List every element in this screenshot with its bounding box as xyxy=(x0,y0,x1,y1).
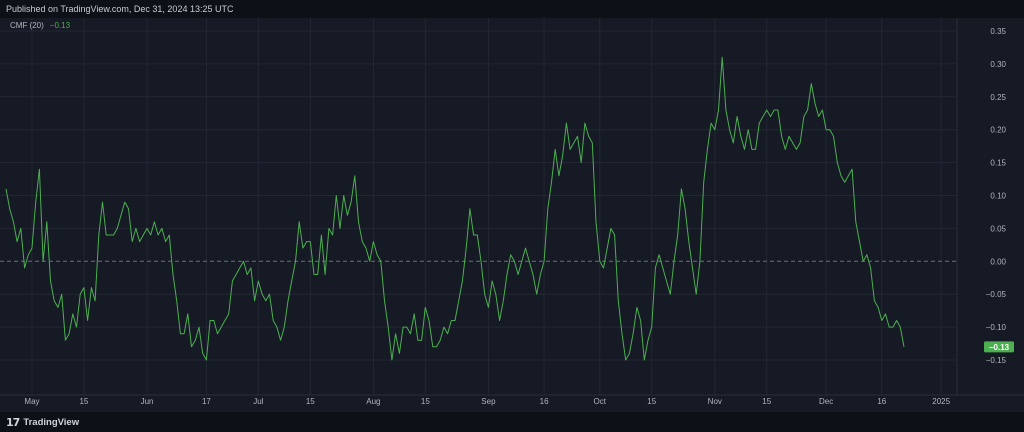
y-tick-label: 0.05 xyxy=(990,224,1006,233)
indicator-legend[interactable]: CMF (20) −0.13 xyxy=(10,21,70,30)
x-tick-label: Dec xyxy=(819,397,833,406)
tradingview-logo[interactable]: 17 TradingView xyxy=(6,415,80,429)
x-tick-label: 15 xyxy=(647,397,656,406)
y-tick-label: 0.10 xyxy=(990,192,1006,201)
x-tick-label: Oct xyxy=(594,397,607,406)
y-tick-label: −0.05 xyxy=(986,290,1007,299)
chart-pane[interactable]: 0.35 0.30 0.25 0.20 0.15 0.10 0.05 0.00 −0.05 −0.… xyxy=(0,18,1024,412)
y-tick-label: 0.25 xyxy=(990,93,1006,102)
x-tick-label: 16 xyxy=(877,397,886,406)
last-value-badge xyxy=(984,341,1014,353)
x-tick-label: 17 xyxy=(202,397,211,406)
x-tick-label: Jul xyxy=(253,397,263,406)
y-tick-label: −0.10 xyxy=(986,323,1007,332)
header-bar: Published on TradingView.com, Dec 31, 20… xyxy=(0,0,1024,18)
y-tick-label: 0.00 xyxy=(990,257,1006,266)
last-value-label: −0.13 xyxy=(989,343,1010,352)
legend-indicator-name: CMF (20) xyxy=(10,21,44,30)
x-tick-label: 15 xyxy=(79,397,88,406)
x-tick-label: Jun xyxy=(141,397,154,406)
y-tick-label: 0.30 xyxy=(990,60,1006,69)
published-text: Published on TradingView.com, Dec 31, 20… xyxy=(6,4,234,14)
x-tick-label: 15 xyxy=(306,397,315,406)
x-tick-label: Aug xyxy=(366,397,380,406)
x-tick-label: 2025 xyxy=(932,397,950,406)
tradingview-logo-icon: 17 xyxy=(6,415,20,429)
x-tick-label: 15 xyxy=(421,397,430,406)
y-tick-label: 0.20 xyxy=(990,126,1006,135)
y-tick-label: 0.15 xyxy=(990,159,1006,168)
footer-bar: 17 TradingView xyxy=(0,412,1024,432)
legend-indicator-value: −0.13 xyxy=(49,21,71,30)
tradingview-logo-text: TradingView xyxy=(23,416,80,428)
x-tick-label: Nov xyxy=(708,397,722,406)
x-tick-label: Sep xyxy=(481,397,496,406)
x-tick-label: 16 xyxy=(540,397,549,406)
cmf-chart[interactable]: 0.35 0.30 0.25 0.20 0.15 0.10 0.05 0.00 −0.05 −0.… xyxy=(0,18,1024,412)
cmf-series-line xyxy=(5,56,905,361)
x-tick-label: May xyxy=(24,397,39,406)
y-tick-label: −0.15 xyxy=(986,356,1007,365)
x-tick-label: 15 xyxy=(762,397,771,406)
y-tick-label: 0.35 xyxy=(990,27,1006,36)
